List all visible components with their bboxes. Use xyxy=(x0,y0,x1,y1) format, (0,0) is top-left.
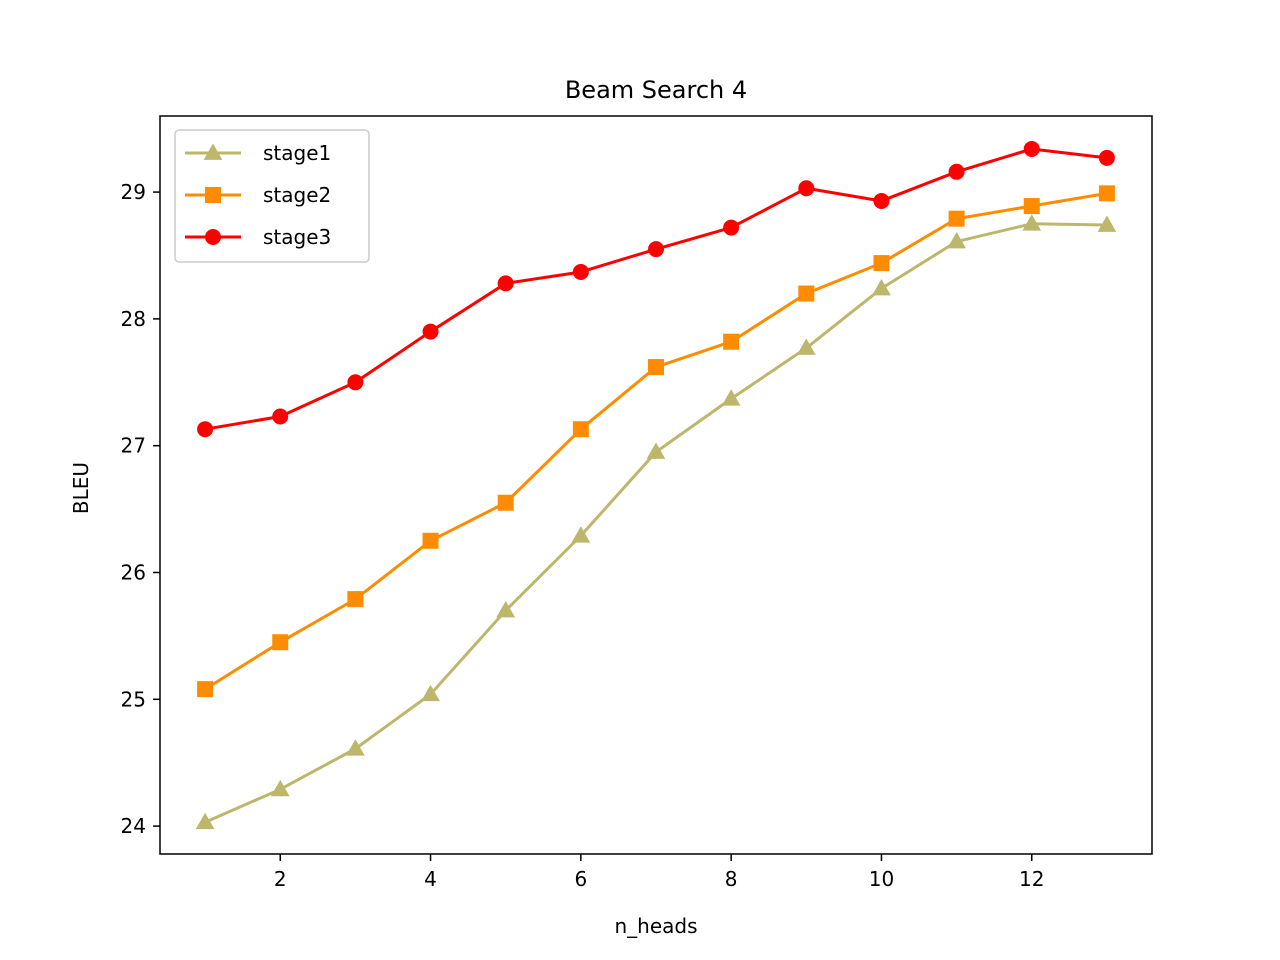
data-point-stage2 xyxy=(648,359,664,376)
y-axis-label: BLEU xyxy=(69,462,93,514)
data-point-stage2 xyxy=(197,681,214,698)
y-tick-label: 28 xyxy=(121,307,146,331)
y-tick-label: 24 xyxy=(121,814,146,838)
data-point-stage2 xyxy=(1098,185,1115,202)
data-point-stage2 xyxy=(723,333,740,350)
data-point-stage3 xyxy=(272,408,289,425)
legend-label-stage3: stage3 xyxy=(263,225,331,249)
data-point-stage3 xyxy=(948,163,965,180)
y-tick-label: 27 xyxy=(121,434,146,458)
data-point-stage1 xyxy=(721,389,741,406)
data-point-stage2 xyxy=(347,591,364,608)
data-point-stage2 xyxy=(497,494,514,511)
x-tick-label: 4 xyxy=(424,867,437,891)
data-point-stage1 xyxy=(947,232,966,249)
data-point-stage2 xyxy=(798,285,815,302)
y-tick-label: 25 xyxy=(121,687,146,711)
data-point-stage3 xyxy=(648,241,664,258)
data-point-stage1 xyxy=(571,526,591,543)
data-point-stage3 xyxy=(723,219,740,236)
data-point-stage1 xyxy=(496,601,516,618)
data-point-stage3 xyxy=(1098,149,1115,166)
y-tick-label: 29 xyxy=(121,180,146,204)
data-point-stage3 xyxy=(422,323,439,340)
plot-area-frame xyxy=(159,115,1153,855)
data-point-stage1 xyxy=(1022,214,1042,231)
data-point-stage1 xyxy=(270,779,290,797)
series-layer xyxy=(195,140,1117,830)
x-tick-label: 10 xyxy=(869,867,894,891)
data-point-stage3 xyxy=(572,263,589,280)
legend-label-stage2: stage2 xyxy=(263,183,331,207)
data-point-stage3 xyxy=(798,180,815,197)
data-point-stage1 xyxy=(872,278,891,296)
data-point-stage2 xyxy=(422,532,439,549)
legend-marker-stage3 xyxy=(205,229,221,245)
x-tick-label: 2 xyxy=(274,867,287,891)
series-stage1 xyxy=(195,214,1117,830)
data-point-stage3 xyxy=(1023,140,1040,157)
data-point-stage1 xyxy=(421,684,440,702)
data-point-stage2 xyxy=(873,255,890,272)
x-tick-label: 12 xyxy=(1019,867,1044,891)
legend-marker-stage1 xyxy=(203,143,223,160)
data-point-stage1 xyxy=(1097,215,1117,232)
legend-box xyxy=(174,129,370,263)
chart-title: Beam Search 4 xyxy=(565,76,747,104)
x-tick-label: 8 xyxy=(725,867,738,891)
data-point-stage3 xyxy=(197,421,214,438)
series-stage3 xyxy=(197,140,1115,438)
legend: stage1 stage2 stage3 xyxy=(174,129,370,263)
data-point-stage2 xyxy=(1023,198,1040,215)
data-point-stage1 xyxy=(646,442,666,459)
data-point-stage1 xyxy=(195,812,215,830)
legend-marker-stage2 xyxy=(205,187,221,203)
data-point-stage2 xyxy=(948,210,965,227)
data-point-stage1 xyxy=(796,338,816,355)
data-point-stage2 xyxy=(272,634,289,651)
series-stage2 xyxy=(197,185,1115,698)
x-axis-label: n_heads xyxy=(614,914,697,938)
y-tick-label: 26 xyxy=(121,560,146,584)
data-point-stage2 xyxy=(572,421,589,438)
legend-label-stage1: stage1 xyxy=(263,141,331,165)
data-point-stage3 xyxy=(347,374,364,391)
x-tick-label: 6 xyxy=(574,867,587,891)
data-point-stage1 xyxy=(346,739,365,756)
data-point-stage3 xyxy=(873,192,890,209)
data-point-stage3 xyxy=(497,275,514,292)
